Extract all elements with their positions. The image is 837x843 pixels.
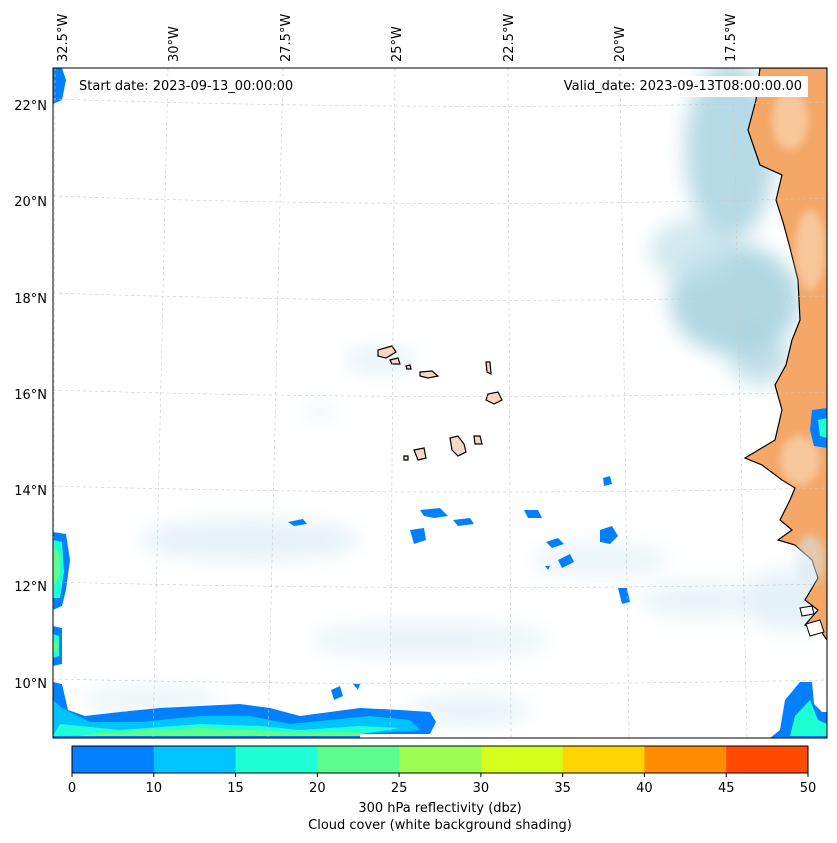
colorbar-tick-label: 10 xyxy=(146,781,163,796)
cloud-cover-ocean xyxy=(80,348,827,724)
colorbar: 0 10 15 20 25 30 35 40 45 50 xyxy=(68,745,817,796)
latitude-label: 14°N xyxy=(14,484,47,499)
colorbar-sublabel: Cloud cover (white background shading) xyxy=(308,818,572,833)
reflectivity-patches xyxy=(53,68,827,738)
cape-verde-islands xyxy=(377,345,503,461)
colorbar-segment xyxy=(72,746,155,773)
colorbar-tick-label: 50 xyxy=(800,781,817,796)
colorbar-segment xyxy=(644,746,727,773)
longitude-label: 25°W xyxy=(390,26,405,62)
colorbar-tick-label: 40 xyxy=(636,781,653,796)
colorbar-tick-label: 0 xyxy=(68,781,76,796)
colorbar-tick-label: 30 xyxy=(473,781,490,796)
longitude-label: 20°W xyxy=(613,26,628,62)
colorbar-tick-label: 25 xyxy=(391,781,408,796)
latitude-label: 16°N xyxy=(14,388,47,403)
colorbar-segment xyxy=(317,746,400,773)
colorbar-segment xyxy=(399,746,482,773)
latitude-labels: 22°N 20°N 18°N 16°N 14°N 12°N 10°N xyxy=(14,99,47,692)
colorbar-segment xyxy=(153,746,237,773)
longitude-label: 27.5°W xyxy=(279,14,294,62)
colorbar-tick-label: 35 xyxy=(554,781,571,796)
valid-date-label: Valid_date: 2023-09-13T08:00:00.00 xyxy=(557,76,808,97)
map-frame xyxy=(52,67,828,739)
colorbar-frame xyxy=(71,745,809,774)
longitude-label: 17.5°W xyxy=(724,14,739,62)
longitude-label: 32.5°W xyxy=(56,14,71,62)
colorbar-segment xyxy=(235,746,318,773)
start-date-label: Start date: 2023-09-13_00:00:00 xyxy=(73,76,300,97)
colorbar-label: 300 hPa reflectivity (dbz) xyxy=(358,801,522,816)
latitude-label: 20°N xyxy=(14,195,47,210)
latitude-label: 22°N xyxy=(14,99,47,114)
africa-coast xyxy=(743,68,827,642)
longitude-labels: 32.5°W 30°W 27.5°W 25°W 22.5°W 20°W 17.5°W xyxy=(56,14,739,62)
land-cloud-texture xyxy=(772,90,825,585)
coastal-islands xyxy=(799,605,825,637)
latitude-label: 18°N xyxy=(14,292,47,307)
colorbar-segment xyxy=(562,746,645,773)
colorbar-tick-label: 20 xyxy=(309,781,326,796)
latitude-label: 10°N xyxy=(14,677,47,692)
colorbar-tick-label: 45 xyxy=(718,781,735,796)
colorbar-tick-label: 15 xyxy=(227,781,244,796)
colorbar-segment xyxy=(726,746,809,773)
longitude-label: 22.5°W xyxy=(502,14,517,62)
map-content xyxy=(53,68,827,738)
latitude-label: 12°N xyxy=(14,580,47,595)
colorbar-segment xyxy=(480,746,564,773)
longitude-label: 30°W xyxy=(167,26,182,62)
